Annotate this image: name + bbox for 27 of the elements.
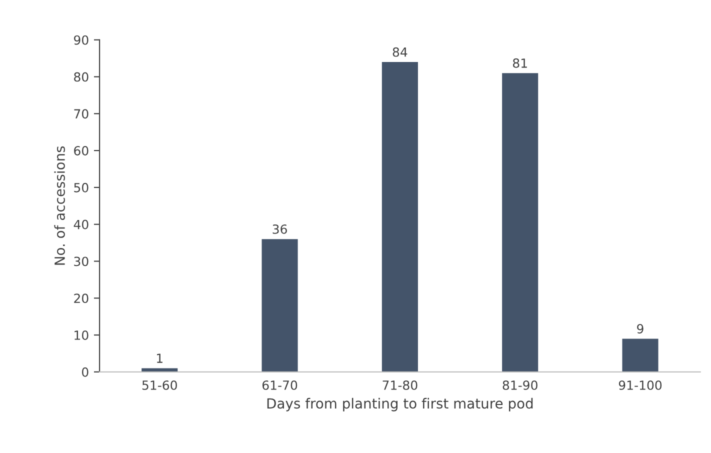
y-tick-label: 80 bbox=[74, 72, 88, 82]
data-label: 9 bbox=[637, 324, 644, 334]
y-tick-label: 0 bbox=[82, 367, 88, 377]
y-axis-title: No. of accessions bbox=[54, 146, 65, 265]
y-tick-label: 20 bbox=[74, 294, 88, 304]
x-tick-label: 91-100 bbox=[618, 380, 662, 390]
data-label: 81 bbox=[512, 58, 527, 68]
y-tick-label: 50 bbox=[74, 182, 88, 192]
bar bbox=[382, 62, 418, 372]
data-label: 36 bbox=[272, 224, 287, 234]
y-tick-label: 90 bbox=[74, 35, 88, 45]
y-tick-label: 70 bbox=[74, 109, 88, 119]
x-tick-label: 81-90 bbox=[502, 380, 538, 390]
y-tick-label: 40 bbox=[74, 220, 88, 230]
x-tick-label: 71-80 bbox=[382, 380, 418, 390]
bar bbox=[622, 338, 658, 372]
bar bbox=[502, 73, 538, 372]
data-label: 84 bbox=[392, 47, 408, 57]
x-tick-label: 51-60 bbox=[142, 380, 177, 390]
y-tick-label: 30 bbox=[74, 256, 88, 266]
bar bbox=[142, 368, 178, 372]
y-tick-label: 10 bbox=[74, 330, 88, 340]
bar bbox=[262, 239, 298, 372]
x-tick-label: 61-70 bbox=[262, 380, 298, 390]
data-label: 1 bbox=[157, 354, 162, 363]
y-tick-label: 60 bbox=[74, 146, 88, 156]
x-axis-title: Days from planting to first mature pod bbox=[267, 398, 533, 412]
